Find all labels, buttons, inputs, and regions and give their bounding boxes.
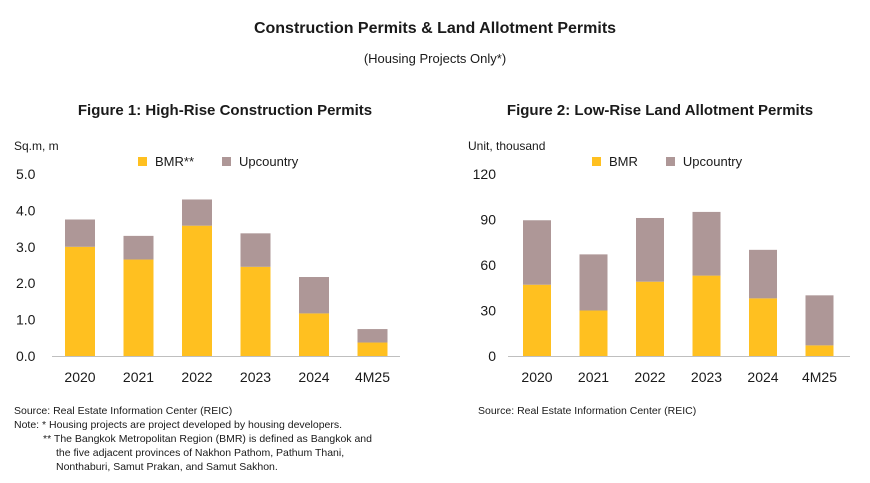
x-tick-label: 2024 bbox=[298, 369, 329, 385]
bar-bmr bbox=[182, 225, 212, 356]
x-tick-label: 2023 bbox=[240, 369, 271, 385]
y-tick-label: 90 bbox=[480, 212, 496, 228]
x-tick-label: 2024 bbox=[747, 369, 778, 385]
legend-swatch-upcountry bbox=[665, 157, 675, 166]
bar-bmr bbox=[123, 259, 154, 356]
bar-bmr bbox=[299, 313, 329, 356]
y-tick-label: 30 bbox=[480, 303, 496, 319]
legend-swatch-upcountry bbox=[222, 157, 232, 166]
bar-upcountry bbox=[805, 295, 834, 346]
y-tick-label: 5.0 bbox=[16, 166, 36, 182]
figure-1-title: Figure 1: High-Rise Construction Permits bbox=[77, 102, 373, 119]
legend-label-bmr: BMR bbox=[609, 154, 638, 169]
bar-bmr bbox=[240, 266, 271, 356]
y-tick-label: 3.0 bbox=[16, 239, 36, 255]
y-tick-label: 4.0 bbox=[16, 202, 36, 218]
note-text: Note: * Housing projects are project dev… bbox=[14, 419, 343, 431]
bar-upcountry bbox=[357, 329, 388, 343]
legend-label-upcountry: Upcountry bbox=[682, 154, 743, 169]
bar-upcountry bbox=[579, 254, 608, 311]
note-text: ** The Bangkok Metropolitan Region (BMR)… bbox=[43, 433, 372, 445]
figure-2-chart: 0 30 60 90 120 2020 2021 2022 2023 2024 4M25 bbox=[473, 166, 850, 385]
legend-swatch-bmr bbox=[592, 157, 601, 166]
y-tick-label: 0.0 bbox=[16, 348, 36, 364]
x-tick-label: 2021 bbox=[123, 369, 154, 385]
x-tick-label: 2022 bbox=[181, 369, 212, 385]
bar-bmr bbox=[357, 342, 388, 356]
bar-upcountry bbox=[523, 220, 551, 285]
bar-bmr bbox=[65, 246, 95, 356]
bar-upcountry bbox=[65, 219, 95, 247]
legend-label-bmr: BMR** bbox=[155, 154, 195, 169]
figure-1-notes: Source: Real Estate Information Center (… bbox=[14, 404, 372, 474]
note-text: the five adjacent provinces of Nakhon Pa… bbox=[56, 447, 345, 459]
bar-upcountry bbox=[636, 217, 664, 282]
bar-bmr bbox=[579, 310, 608, 356]
figure-2-legend: BMR Upcountry bbox=[592, 154, 770, 169]
y-tick-label: 0 bbox=[488, 348, 496, 364]
x-tick-label: 2023 bbox=[691, 369, 722, 385]
x-tick-label: 2022 bbox=[634, 369, 665, 385]
bar-bmr bbox=[805, 345, 834, 356]
x-tick-label: 2021 bbox=[578, 369, 609, 385]
y-tick-label: 60 bbox=[480, 257, 496, 273]
bar-upcountry bbox=[299, 277, 329, 314]
bar-upcountry bbox=[182, 199, 212, 226]
bar-bmr bbox=[692, 275, 721, 356]
legend-item-upcountry: Upcountry bbox=[222, 154, 298, 169]
legend-swatch-bmr bbox=[138, 157, 147, 166]
y-tick-label: 1.0 bbox=[16, 312, 36, 328]
legend-item-bmr: BMR bbox=[592, 154, 638, 169]
bar-upcountry bbox=[749, 249, 777, 299]
figure-1-unit-label: Sq.m, m bbox=[14, 139, 59, 153]
figure-1-chart: 0.0 1.0 2.0 3.0 4.0 5.0 2020 2021 2022 2023 2024 4M… bbox=[16, 166, 400, 385]
figure-2-unit-label: Unit, thousand bbox=[468, 139, 546, 153]
x-tick-label: 4M25 bbox=[355, 369, 390, 385]
bar-bmr bbox=[636, 281, 664, 356]
page-subtitle: (Housing Projects Only*) bbox=[363, 51, 507, 66]
page-title: Construction Permits & Land Allotment Pe… bbox=[253, 20, 617, 37]
bar-upcountry bbox=[123, 235, 154, 260]
bar-bmr bbox=[523, 284, 551, 356]
bar-upcountry bbox=[240, 233, 271, 267]
bar-upcountry bbox=[692, 211, 721, 276]
note-text: Nonthaburi, Samut Prakan, and Samut Sakh… bbox=[56, 461, 278, 473]
y-tick-label: 2.0 bbox=[16, 275, 36, 291]
source-text: Source: Real Estate Information Center (… bbox=[14, 405, 233, 417]
figure-2-title: Figure 2: Low-Rise Land Allotment Permit… bbox=[506, 102, 814, 119]
source-text: Source: Real Estate Information Center (… bbox=[478, 405, 697, 417]
y-tick-label: 120 bbox=[473, 166, 497, 182]
legend-item-bmr: BMR** bbox=[138, 154, 194, 169]
figure-2-notes: Source: Real Estate Information Center (… bbox=[478, 404, 696, 418]
x-tick-label: 2020 bbox=[64, 369, 95, 385]
figure-1-legend: BMR** Upcountry bbox=[138, 154, 326, 169]
x-tick-label: 2020 bbox=[521, 369, 552, 385]
bar-bmr bbox=[749, 298, 777, 356]
x-tick-label: 4M25 bbox=[802, 369, 837, 385]
legend-label-upcountry: Upcountry bbox=[239, 154, 299, 169]
legend-item-upcountry: Upcountry bbox=[665, 154, 743, 169]
